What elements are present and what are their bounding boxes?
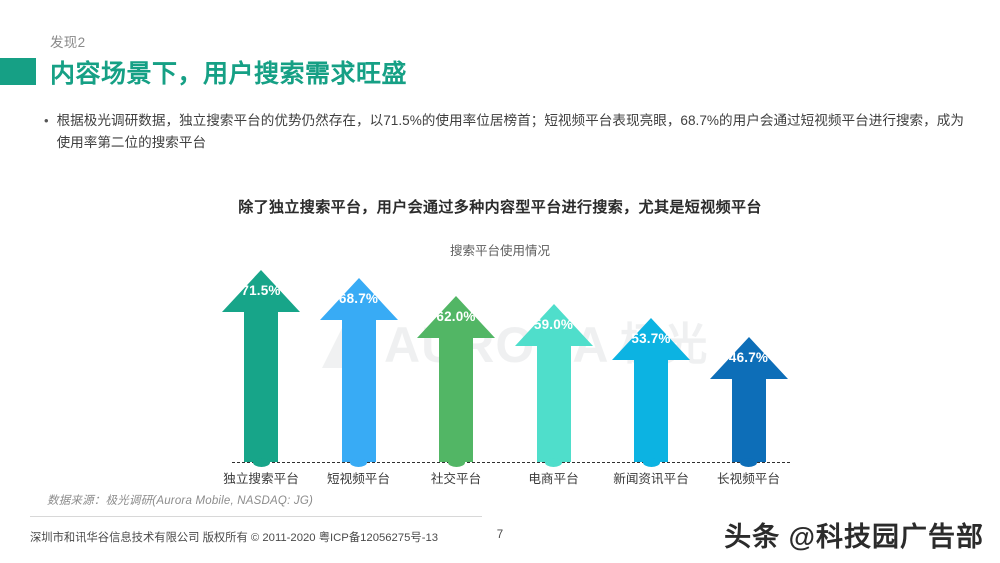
bullet-text: 根据极光调研数据，独立搜索平台的优势仍然存在，以71.5%的使用率位居榜首；短视… <box>56 113 964 150</box>
chart-arrow-3: 62.0% <box>417 296 495 462</box>
baseline-dot <box>350 458 367 467</box>
x-axis-label-6: 长视频平台 <box>717 472 780 486</box>
page-number: 7 <box>496 529 504 541</box>
chart-arrow-6: 46.7% <box>709 337 788 462</box>
chart-arrow-5: 53.7% <box>612 318 690 462</box>
baseline-dot <box>447 458 465 467</box>
arrow-value-label: 46.7% <box>728 350 769 365</box>
baseline-dot <box>740 458 757 467</box>
x-axis-label-2: 短视频平台 <box>327 472 390 486</box>
footer-divider <box>30 516 482 517</box>
arrow-value-label: 68.7% <box>338 291 379 306</box>
page-title: 内容场景下，用户搜索需求旺盛 <box>50 60 408 88</box>
x-axis-label-4: 电商平台 <box>528 472 579 486</box>
chart-arrow-4: 59.0% <box>514 304 593 462</box>
arrow-value-label: 62.0% <box>436 309 476 324</box>
bullet-list: • 根据极光调研数据，独立搜索平台的优势仍然存在，以71.5%的使用率位居榜首；… <box>44 110 964 154</box>
footer-copyright: 深圳市和讯华谷信息技术有限公司 版权所有 © 2011-2020 粤ICP备12… <box>30 532 439 544</box>
chart-arrow-2: 68.7% <box>319 278 398 462</box>
source-note: 数据来源：极光调研(Aurora Mobile, NASDAQ: JG) <box>47 495 313 507</box>
x-axis-label-5: 新闻资讯平台 <box>613 472 689 486</box>
chart-baseline <box>232 462 790 463</box>
chart-subtitle: 搜索平台使用情况 <box>449 244 550 258</box>
x-axis-label-1: 独立搜索平台 <box>223 472 299 486</box>
baseline-dot <box>252 458 270 467</box>
baseline-dot <box>545 458 562 467</box>
arrow-value-label: 59.0% <box>533 317 574 332</box>
arrow-value-label: 53.7% <box>631 331 671 346</box>
slide-eyebrow: 发现2 <box>50 35 86 50</box>
title-accent-bar <box>0 58 36 85</box>
chart-arrow-1: 71.5% <box>222 270 300 462</box>
chart-title: 除了独立搜索平台，用户会通过多种内容型平台进行搜索，尤其是短视频平台 <box>238 199 762 216</box>
baseline-dot <box>642 458 660 467</box>
bullet-marker-icon: • <box>44 113 49 128</box>
arrow-value-label: 71.5% <box>241 283 281 298</box>
x-axis-label-3: 社交平台 <box>430 472 482 486</box>
site-watermark: 头条 @科技园广告部 <box>724 522 984 552</box>
